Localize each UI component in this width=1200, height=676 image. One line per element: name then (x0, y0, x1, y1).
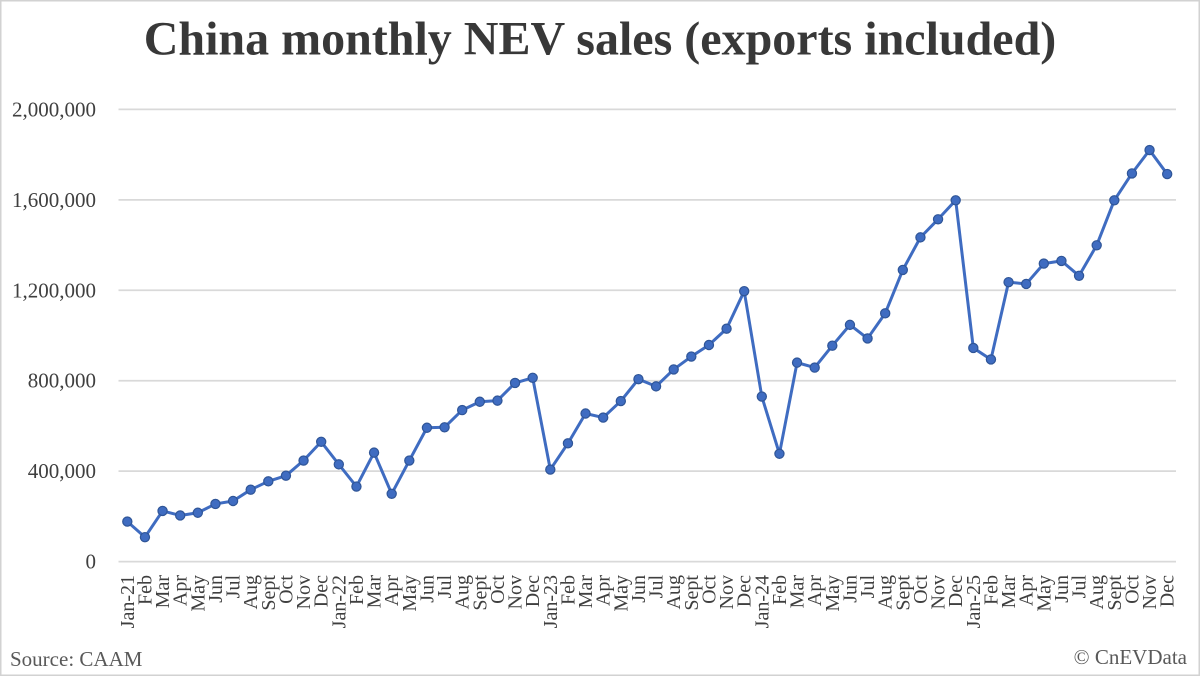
svg-text:2,000,000: 2,000,000 (12, 97, 96, 121)
svg-text:Jan-24: Jan-24 (751, 575, 773, 628)
svg-text:Sept: Sept (1104, 575, 1126, 611)
svg-text:Jul: Jul (646, 575, 668, 599)
svg-text:Oct: Oct (698, 575, 720, 604)
svg-text:Mar: Mar (152, 575, 174, 609)
svg-text:May: May (822, 575, 844, 612)
svg-text:Jul: Jul (434, 575, 456, 599)
svg-text:May: May (187, 575, 209, 612)
svg-text:Dec: Dec (734, 575, 756, 607)
svg-text:Feb: Feb (346, 575, 368, 605)
svg-text:Feb: Feb (557, 575, 579, 605)
svg-text:Oct: Oct (275, 575, 297, 604)
svg-text:Apr: Apr (593, 575, 615, 606)
svg-text:800,000: 800,000 (28, 369, 96, 393)
svg-text:Jul: Jul (857, 575, 879, 599)
svg-text:May: May (1033, 575, 1055, 612)
svg-text:Aug: Aug (875, 575, 897, 609)
svg-text:Oct: Oct (487, 575, 509, 604)
svg-text:Aug: Aug (452, 575, 474, 609)
svg-text:Jan-21: Jan-21 (117, 575, 139, 628)
svg-text:May: May (610, 575, 632, 612)
svg-text:Source: CAAM: Source: CAAM (10, 647, 143, 671)
svg-text:Apr: Apr (804, 575, 826, 606)
svg-text:Dec: Dec (945, 575, 967, 607)
svg-text:Oct: Oct (1121, 575, 1143, 604)
svg-text:Apr: Apr (1016, 575, 1038, 606)
svg-text:Jan-25: Jan-25 (963, 575, 985, 628)
svg-text:0: 0 (86, 550, 97, 574)
svg-text:Jul: Jul (1069, 575, 1091, 599)
svg-text:Apr: Apr (381, 575, 403, 606)
svg-text:Dec: Dec (1157, 575, 1179, 607)
svg-text:Apr: Apr (170, 575, 192, 606)
svg-text:Nov: Nov (1139, 575, 1161, 609)
svg-text:Feb: Feb (980, 575, 1002, 605)
svg-text:Jul: Jul (223, 575, 245, 599)
svg-text:Nov: Nov (928, 575, 950, 609)
svg-text:Feb: Feb (134, 575, 156, 605)
svg-text:Dec: Dec (522, 575, 544, 607)
svg-text:Mar: Mar (575, 575, 597, 609)
svg-text:Feb: Feb (769, 575, 791, 605)
svg-text:May: May (399, 575, 421, 612)
svg-text:Mar: Mar (787, 575, 809, 609)
svg-text:Jan-23: Jan-23 (540, 575, 562, 628)
svg-text:Aug: Aug (240, 575, 262, 609)
svg-text:Jun: Jun (416, 575, 438, 603)
svg-text:Aug: Aug (1086, 575, 1108, 609)
svg-text:Sept: Sept (681, 575, 703, 611)
svg-text:Sept: Sept (258, 575, 280, 611)
svg-text:Jun: Jun (205, 575, 227, 603)
svg-text:Mar: Mar (998, 575, 1020, 609)
svg-text:Oct: Oct (910, 575, 932, 604)
svg-text:Jun: Jun (1051, 575, 1073, 603)
svg-text:Mar: Mar (364, 575, 386, 609)
svg-text:© CnEVData: © CnEVData (1074, 645, 1188, 669)
svg-text:Nov: Nov (293, 575, 315, 609)
svg-text:1,200,000: 1,200,000 (12, 278, 96, 302)
svg-text:1,600,000: 1,600,000 (12, 188, 96, 212)
svg-text:Sept: Sept (892, 575, 914, 611)
svg-text:Jun: Jun (839, 575, 861, 603)
svg-text:Jun: Jun (628, 575, 650, 603)
svg-text:Nov: Nov (505, 575, 527, 609)
svg-text:400,000: 400,000 (28, 459, 96, 483)
svg-text:Sept: Sept (469, 575, 491, 611)
svg-text:Jan-22: Jan-22 (328, 575, 350, 628)
svg-text:Nov: Nov (716, 575, 738, 609)
svg-text:Aug: Aug (663, 575, 685, 609)
svg-text:Dec: Dec (311, 575, 333, 607)
svg-text:China monthly NEV sales (expor: China monthly NEV sales (exports include… (144, 13, 1057, 66)
